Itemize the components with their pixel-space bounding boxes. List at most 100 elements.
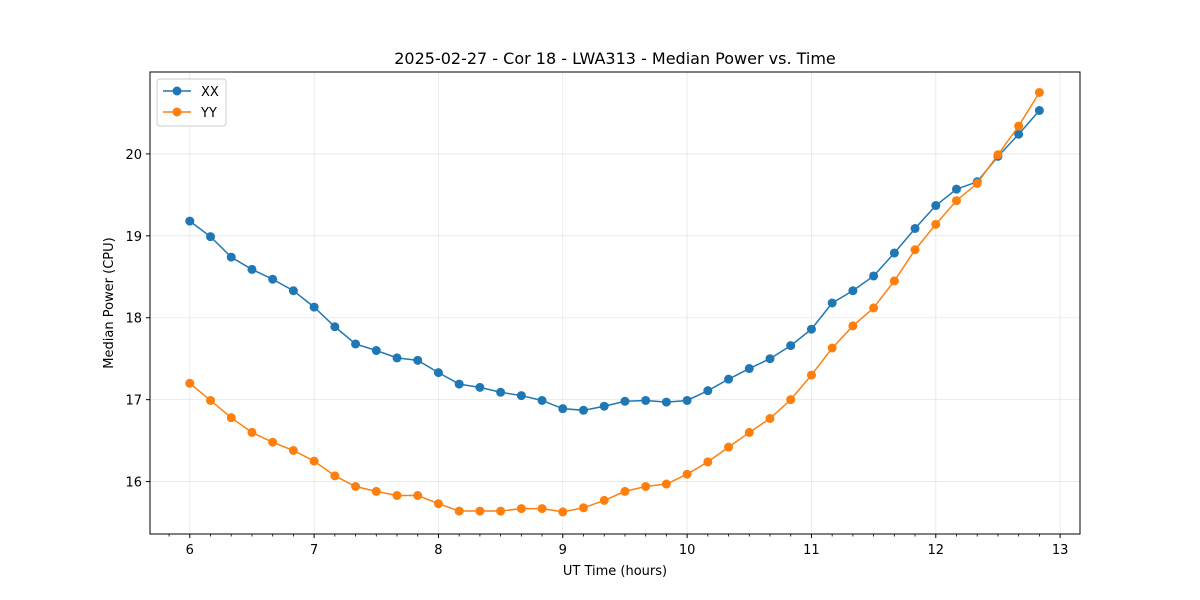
data-point-xx	[579, 405, 589, 415]
x-axis-ticks: 6 7 8 9 10 11 12 13	[168, 534, 1069, 558]
data-point-yy	[765, 414, 775, 423]
data-point-yy	[931, 219, 941, 229]
grid	[150, 72, 1080, 534]
data-point-xx	[413, 355, 423, 365]
data-point-yy	[579, 503, 589, 513]
data-point-xx	[351, 339, 361, 349]
y-tick-label: 20	[125, 148, 142, 163]
data-point-yy	[413, 491, 423, 500]
data-point-xx	[786, 341, 796, 351]
data-point-yy	[1034, 87, 1044, 97]
y-tick-label: 18	[125, 312, 142, 327]
x-tick-label: 11	[803, 543, 820, 558]
data-point-yy	[724, 442, 734, 452]
data-point-xx	[599, 401, 609, 411]
data-point-xx	[1014, 129, 1024, 139]
data-point-xx	[931, 201, 941, 211]
x-tick-label: 8	[434, 543, 442, 558]
data-point-yy	[226, 413, 236, 423]
data-point-xx	[910, 223, 920, 233]
data-point-yy	[558, 507, 568, 517]
data-point-yy	[703, 457, 713, 467]
data-point-yy	[641, 481, 651, 491]
data-point-yy	[786, 395, 796, 405]
data-point-yy	[475, 506, 485, 516]
data-point-xx	[475, 382, 485, 392]
data-point-yy	[268, 437, 278, 447]
data-point-xx	[537, 395, 547, 405]
data-point-yy	[952, 196, 962, 206]
data-point-xx	[765, 354, 775, 364]
data-point-yy	[185, 378, 195, 388]
data-point-yy	[972, 178, 982, 188]
y-axis-label: Median Power (CPU)	[102, 237, 117, 368]
plot-frame	[149, 71, 1081, 535]
data-point-yy	[620, 486, 630, 496]
data-point-xx	[848, 286, 858, 296]
data-point-yy	[661, 479, 671, 489]
y-tick-label: 16	[125, 476, 142, 491]
data-point-yy	[993, 150, 1003, 160]
x-axis-label: UT Time (hours)	[563, 564, 667, 579]
data-point-yy	[516, 504, 526, 514]
data-point-xx	[185, 216, 195, 226]
data-point-xx	[620, 396, 630, 406]
data-point-xx	[371, 346, 381, 356]
data-point-xx	[247, 264, 257, 274]
data-point-xx	[496, 387, 506, 397]
legend-label-yy: YY	[200, 106, 217, 121]
legend-marker-xx	[172, 86, 182, 96]
data-point-xx	[392, 353, 402, 363]
data-point-yy	[309, 456, 319, 466]
data-point-xx	[641, 395, 651, 405]
data-point-xx	[869, 271, 879, 281]
data-point-yy	[371, 486, 381, 496]
data-point-yy	[433, 499, 443, 509]
data-point-xx	[952, 184, 962, 194]
data-point-yy	[889, 276, 899, 286]
data-point-xx	[268, 274, 278, 284]
series-line-xx	[189, 110, 1040, 412]
legend: XX YY	[156, 78, 227, 127]
series-layer	[185, 87, 1044, 517]
data-point-xx	[516, 391, 526, 401]
legend-marker-yy	[172, 107, 182, 117]
data-point-yy	[869, 303, 879, 313]
data-point-yy	[682, 469, 692, 479]
data-point-xx	[889, 248, 899, 258]
data-point-yy	[496, 506, 506, 516]
data-point-xx	[724, 374, 734, 384]
data-point-xx	[661, 397, 671, 407]
data-point-yy	[330, 471, 340, 481]
x-tick-label: 13	[1052, 543, 1069, 558]
y-tick-label: 17	[125, 394, 142, 409]
data-point-xx	[1034, 106, 1044, 115]
chart-title: 2025-02-27 - Cor 18 - LWA313 - Median Po…	[394, 49, 836, 68]
data-point-yy	[454, 506, 464, 516]
x-tick-label: 12	[928, 543, 945, 558]
data-point-xx	[744, 364, 754, 374]
data-point-yy	[744, 427, 754, 437]
data-point-yy	[848, 321, 858, 331]
data-point-xx	[226, 252, 236, 262]
data-point-xx	[806, 324, 816, 334]
data-point-xx	[206, 232, 216, 242]
data-point-yy	[351, 481, 361, 491]
data-point-yy	[288, 445, 298, 455]
data-point-xx	[703, 386, 713, 396]
data-point-xx	[433, 368, 443, 378]
data-point-xx	[827, 298, 837, 308]
data-point-xx	[454, 379, 464, 389]
legend-label-xx: XX	[201, 85, 219, 100]
data-point-yy	[537, 504, 547, 514]
x-tick-label: 6	[186, 543, 194, 558]
data-point-xx	[682, 395, 692, 405]
data-point-yy	[206, 395, 216, 405]
data-point-yy	[806, 370, 816, 380]
data-point-xx	[558, 404, 568, 414]
y-tick-label: 19	[125, 230, 142, 245]
data-point-yy	[392, 491, 402, 500]
data-point-xx	[330, 322, 340, 332]
y-axis-ticks: 16 17 18 19 20	[125, 148, 150, 491]
